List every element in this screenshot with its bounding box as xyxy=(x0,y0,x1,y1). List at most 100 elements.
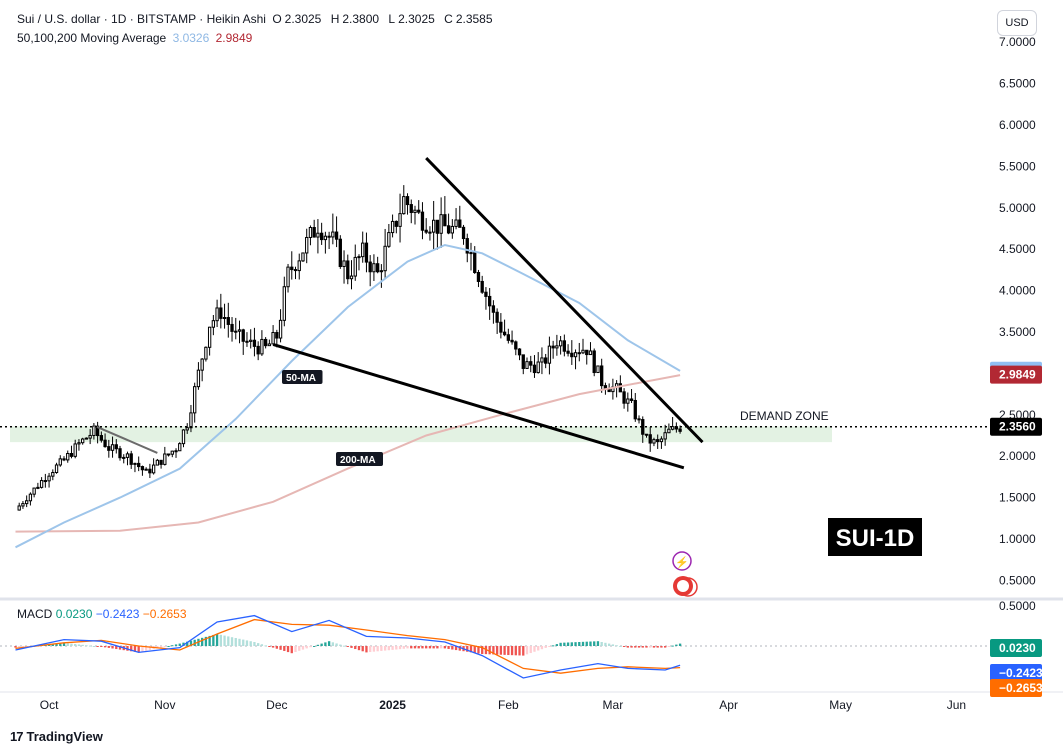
candle-body xyxy=(155,459,160,466)
macd-histogram-bar xyxy=(85,645,88,647)
candle-body xyxy=(409,204,413,214)
candle-body xyxy=(600,365,604,387)
macd-histogram-bar xyxy=(533,646,536,652)
lightning-icon xyxy=(672,551,692,571)
chart-title: SUI-1D xyxy=(836,525,915,552)
macd-histogram-bar xyxy=(514,646,517,656)
macd-histogram-bar xyxy=(227,636,230,646)
price-tick-label: 3.5000 xyxy=(999,325,1036,339)
macd-histogram-bar xyxy=(238,638,241,646)
macd-histogram-bar xyxy=(630,646,633,648)
macd-histogram-bar xyxy=(178,643,181,646)
price-tick-label: 5.5000 xyxy=(999,159,1036,173)
candle-body xyxy=(151,464,156,474)
price-tick-label: 2.0000 xyxy=(999,449,1036,463)
candle-body xyxy=(215,307,219,322)
macd-histogram-bar xyxy=(604,642,607,646)
candle-body xyxy=(435,219,440,234)
candle-body xyxy=(88,434,92,439)
macd-histogram-bar xyxy=(656,646,659,648)
candle-body xyxy=(461,226,466,240)
signal-line-badge-bg xyxy=(990,679,1042,697)
ma50-line xyxy=(15,243,681,549)
candle-body xyxy=(144,468,148,471)
candle-body xyxy=(252,339,257,347)
time-tick-label: Oct xyxy=(40,698,59,712)
macd-histogram-bar xyxy=(447,646,450,649)
candle-body xyxy=(417,209,421,213)
macd-histogram-bar xyxy=(204,636,208,646)
ohlc-high: H 2.3800 xyxy=(330,12,380,26)
candle-body xyxy=(491,305,496,313)
macd-histogram-bar xyxy=(201,637,204,646)
macd-histogram-bar xyxy=(96,646,99,647)
macd-histogram-bar xyxy=(413,646,417,649)
candle-body xyxy=(99,435,104,441)
macd-histogram-bar xyxy=(522,646,525,656)
macd-histogram-bar xyxy=(454,646,458,651)
candle-body xyxy=(267,343,272,347)
macd-histogram-bar xyxy=(339,644,342,646)
candle-body xyxy=(495,311,499,323)
candle-body xyxy=(458,219,462,228)
candle-body xyxy=(21,503,25,507)
price-tick-label: 7.0000 xyxy=(999,35,1036,49)
candle-body xyxy=(521,354,525,369)
macd-histogram-bar xyxy=(305,646,308,649)
candle-body xyxy=(185,427,189,431)
macd-histogram-bar xyxy=(641,646,644,648)
candle-body xyxy=(107,446,111,451)
candle-body xyxy=(480,280,484,293)
candle-body xyxy=(140,466,145,471)
candle-body xyxy=(204,346,208,360)
candle-body xyxy=(644,433,649,436)
macd-legend: MACD 0.0230 −0.2423 −0.2653 xyxy=(17,607,187,621)
macd-histogram-bar xyxy=(436,646,439,649)
candle-body xyxy=(110,444,115,451)
candle-body xyxy=(137,462,141,468)
candle-body xyxy=(510,339,514,343)
macd-histogram-bar xyxy=(432,646,435,649)
macd-histogram-bar xyxy=(279,646,282,650)
currency-button[interactable]: USD xyxy=(997,10,1037,36)
macd-histogram-bar xyxy=(634,646,637,648)
candle-body xyxy=(181,429,186,445)
macd-histogram-bar xyxy=(581,641,585,646)
candle-body xyxy=(517,348,522,356)
macd-line-badge-bg xyxy=(990,664,1042,682)
ma-legend-label: 50,100,200 Moving Average xyxy=(17,31,167,45)
time-tick-label: Nov xyxy=(154,698,175,712)
candle-body xyxy=(506,334,510,341)
demand-zone-band xyxy=(10,426,832,443)
candle-body xyxy=(323,235,328,241)
candle-body xyxy=(77,442,81,445)
macd-histogram-bar xyxy=(111,646,114,649)
signal-line xyxy=(15,618,681,674)
candle-body xyxy=(260,338,264,355)
macd-histogram-bar xyxy=(507,646,510,656)
macd-histogram-bar xyxy=(652,646,656,648)
macd-histogram-bar xyxy=(92,646,96,647)
candle-body xyxy=(226,317,230,325)
macd-histogram-bar xyxy=(443,646,447,649)
ohlc-low: L 2.3025 xyxy=(388,12,435,26)
macd-histogram-bar xyxy=(14,646,17,648)
tradingview-footer[interactable]: 17 TradingView xyxy=(10,729,103,744)
candle-body xyxy=(648,434,652,444)
candle-body xyxy=(17,505,21,511)
candle-body xyxy=(249,339,253,342)
candle-body xyxy=(540,357,544,363)
macd-histogram-bar xyxy=(566,642,570,646)
candle-body xyxy=(174,450,178,453)
macd-histogram-bar xyxy=(376,646,379,652)
ohlc-open: O 2.3025 xyxy=(272,12,322,26)
macd-histogram-bar xyxy=(428,646,432,649)
candle-body xyxy=(573,352,578,358)
candle-body xyxy=(62,458,66,461)
candle-body xyxy=(633,399,637,420)
candle-body xyxy=(189,412,193,429)
candle-body xyxy=(667,428,671,434)
candle-body xyxy=(286,266,290,288)
macd-histogram-bar xyxy=(219,634,222,646)
